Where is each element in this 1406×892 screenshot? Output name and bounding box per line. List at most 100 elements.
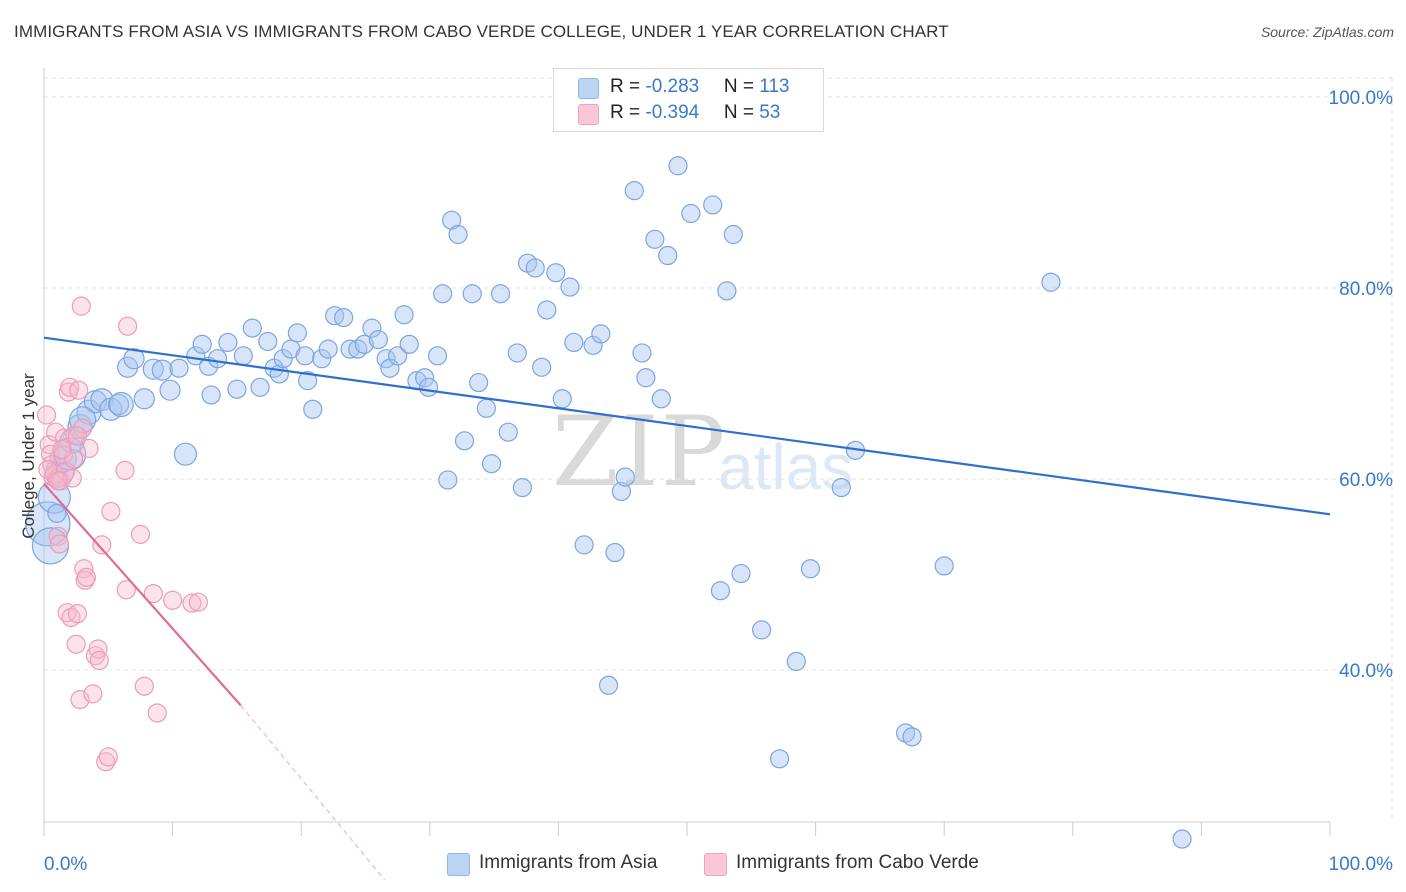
asia-swatch [578, 78, 599, 99]
asia-point [173, 442, 198, 466]
asia-legend-swatch [447, 853, 470, 876]
asia-point [448, 224, 468, 245]
cabo-point [48, 526, 68, 546]
y-tick-label: 60.0% [1339, 470, 1393, 491]
cabo-point [115, 460, 135, 481]
asia-point [668, 156, 688, 176]
asia-point [303, 399, 323, 419]
asia-point [233, 346, 253, 366]
cabo-point [98, 747, 118, 767]
chart-title: IMMIGRANTS FROM ASIA VS IMMIGRANTS FROM … [14, 22, 949, 41]
asia-point [611, 481, 632, 502]
asia-point [710, 581, 731, 601]
cabo-point [101, 501, 121, 522]
asia-point [481, 454, 502, 474]
cabo-point [83, 684, 103, 704]
cabo-point [52, 439, 72, 459]
asia-point [507, 343, 527, 363]
asia-point [537, 300, 557, 320]
asia-point [394, 305, 414, 325]
cabo-point [143, 583, 163, 604]
cabo-point [188, 592, 208, 612]
cabo-point [89, 650, 109, 671]
asia-point [934, 556, 954, 576]
asia-point [427, 346, 448, 366]
asia-point [681, 203, 701, 224]
asia-point [615, 467, 635, 487]
asia-point [415, 368, 435, 388]
asia-point [318, 339, 338, 359]
y-axis-label: College, Under 1 year [19, 373, 38, 539]
asia-point [250, 377, 270, 397]
asia-point [498, 422, 518, 442]
asia-point [159, 379, 181, 401]
asia-point [388, 346, 408, 366]
asia-point [208, 349, 228, 369]
cabo-swatch [578, 104, 599, 125]
asia-point [574, 535, 594, 555]
cabo-legend-swatch [704, 853, 727, 876]
asia-point [287, 323, 307, 343]
asia-point [123, 348, 145, 370]
asia-point [1172, 829, 1192, 849]
asia-point [658, 245, 678, 266]
legend-r-label: R = [610, 102, 646, 123]
asia-point [273, 349, 293, 369]
y-tick-label: 100.0% [1329, 88, 1394, 109]
legend-n-label: N = [723, 76, 760, 97]
cabo-point [116, 580, 136, 600]
asia-point [831, 477, 851, 498]
asia-point [703, 195, 723, 215]
asia-point [151, 359, 173, 381]
asia-point [90, 388, 114, 412]
asia-point [399, 334, 419, 354]
asia-point [186, 346, 206, 366]
watermark-zip: ZIP [552, 396, 728, 508]
asia-point [295, 346, 315, 366]
asia-point [242, 318, 262, 338]
asia-point [598, 675, 619, 695]
asia-point [462, 284, 482, 304]
asia-point [632, 343, 652, 363]
asia-point [312, 349, 332, 369]
legend-asia-n: 113 [759, 76, 790, 97]
asia-point [751, 620, 772, 640]
asia-point [442, 210, 462, 230]
asia-point [169, 358, 189, 378]
asia-point [902, 727, 922, 747]
asia-point [47, 503, 67, 523]
x-tick-label: 0.0% [44, 854, 87, 875]
asia-point [469, 372, 489, 393]
legend-cabo-r: -0.394 [645, 102, 700, 123]
legend-r-label: R = [610, 76, 646, 97]
asia-point [438, 470, 458, 490]
asia-point [490, 284, 511, 304]
asia-point [298, 371, 318, 391]
cabo-point [53, 445, 73, 465]
cabo-trend-line [43, 483, 242, 707]
y-tick-label: 40.0% [1339, 661, 1393, 682]
asia-point [591, 324, 611, 344]
asia-point [645, 229, 665, 249]
x-tick-label: 100.0% [1329, 854, 1394, 875]
asia-point [717, 281, 737, 301]
asia-point [512, 477, 532, 498]
asia-point [723, 224, 743, 245]
cabo-point [48, 471, 68, 491]
asia-point [142, 358, 164, 380]
asia-point [418, 377, 439, 397]
asia-point [583, 335, 603, 355]
legend-asia-r: -0.283 [645, 76, 700, 97]
cabo-point [67, 426, 88, 446]
asia-point [354, 334, 374, 354]
asia-point [258, 331, 278, 352]
asia-point [433, 284, 453, 304]
cabo-point [36, 405, 57, 425]
watermark-atlas: atlas [718, 431, 854, 503]
asia-point [376, 349, 396, 369]
cabo-point [182, 593, 202, 613]
cabo-point [76, 567, 97, 587]
asia-point [525, 258, 545, 278]
asia-point [564, 332, 584, 353]
